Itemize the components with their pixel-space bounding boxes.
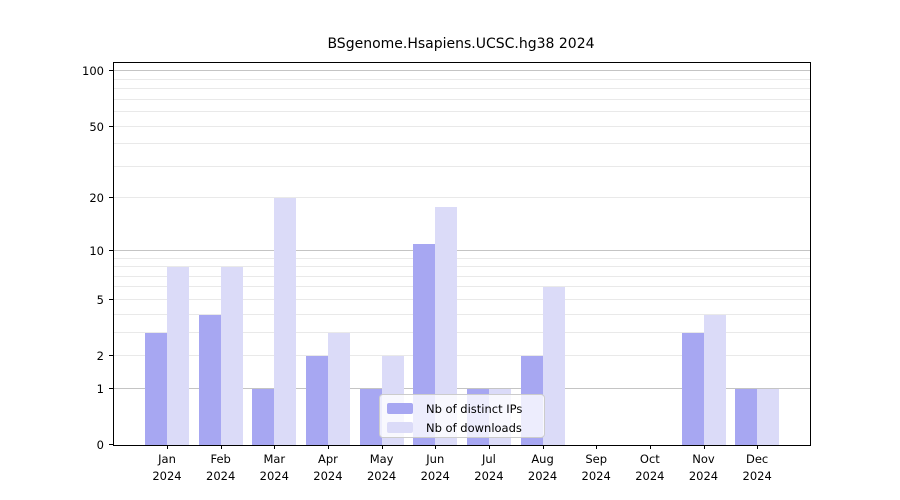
legend: Nb of distinct IPs Nb of downloads (379, 394, 545, 438)
plot-area: Nb of distinct IPs Nb of downloads 0 1 2 5 1… (82, 62, 811, 483)
y-tick-100 (109, 70, 113, 72)
gridline-90 (114, 78, 810, 80)
x-tick-label-nov: Nov 2024 (688, 452, 719, 483)
x-tick-label-feb: Feb 2024 (206, 452, 236, 483)
bar-downloads-dec (757, 388, 780, 445)
x-tick-label-sep: Sep 2024 (581, 452, 611, 483)
y-tick-label-5: 5 (96, 292, 104, 307)
gridline-9 (114, 257, 810, 259)
x-tick-nov (703, 445, 705, 449)
bar-downloads-mar (274, 198, 297, 445)
gridline-4 (114, 313, 810, 315)
y-tick-2 (109, 355, 113, 357)
x-tick-label-jul: Jul 2024 (474, 452, 504, 483)
gridline-100 (114, 70, 810, 72)
gridline-8 (114, 266, 810, 268)
x-tick-label-jan: Jan 2024 (152, 452, 182, 483)
bar-distinct-ips-jan (145, 332, 167, 445)
gridline-1 (114, 387, 810, 389)
y-tick-label-10: 10 (89, 243, 104, 258)
x-tick-label-aug: Aug 2024 (527, 452, 558, 483)
y-tick-label-50: 50 (89, 119, 104, 134)
gridline-50 (114, 125, 810, 127)
gridline-60 (114, 111, 810, 113)
gridline-20 (114, 197, 810, 199)
x-tick-dec (757, 445, 759, 449)
bar-distinct-ips-dec (735, 388, 758, 445)
y-tick-50 (109, 125, 113, 127)
y-tick-20 (109, 197, 113, 199)
y-tick-label-2: 2 (96, 349, 104, 363)
x-tick-label-dec: Dec 2024 (742, 452, 772, 483)
chart-title: BSgenome.Hsapiens.UCSC.hg38 2024 (327, 36, 595, 52)
bar-distinct-ips-apr (305, 356, 328, 445)
gridline-6 (114, 286, 810, 288)
y-tick-label-0: 0 (96, 438, 104, 452)
y-tick-0 (109, 444, 113, 445)
y-tick-label-100: 100 (82, 64, 104, 79)
legend-swatch-downloads (387, 422, 413, 433)
x-tick-label-jun: Jun 2024 (420, 452, 450, 483)
y-tick-10 (109, 249, 113, 251)
x-tick-may (381, 445, 383, 449)
bar-distinct-ips-mar (252, 388, 275, 445)
legend-label-distinct-ips: Nb of distinct IPs (426, 401, 523, 416)
gridline-10 (114, 249, 810, 251)
gridline-70 (114, 98, 810, 100)
bar-downloads-jun (435, 206, 458, 445)
gridline-40 (114, 143, 810, 145)
x-tick-jan (167, 445, 168, 449)
bar-downloads-aug (542, 287, 565, 445)
legend-item-distinct-ips: Nb of distinct IPs (380, 399, 544, 418)
bar-distinct-ips-nov (681, 332, 704, 445)
x-tick-label-mar: Mar 2024 (259, 452, 289, 483)
legend-swatch-distinct-ips (387, 403, 413, 414)
x-tick-oct (649, 445, 651, 449)
gridline-80 (114, 88, 810, 90)
x-tick-label-apr: Apr 2024 (313, 452, 343, 483)
bar-downloads-nov (703, 314, 726, 445)
gridline-2 (114, 355, 810, 357)
x-tick-aug (542, 445, 544, 449)
y-tick-label-20: 20 (89, 191, 104, 206)
gridline-3 (114, 331, 810, 333)
bar-downloads-apr (327, 332, 350, 445)
gridline-7 (114, 275, 810, 277)
y-tick-1 (109, 387, 113, 389)
gridline-5 (114, 298, 810, 300)
x-tick-apr (327, 445, 329, 449)
bar-distinct-ips-feb (198, 314, 221, 445)
x-tick-mar (274, 445, 276, 449)
y-tick-5 (109, 298, 113, 300)
legend-item-downloads: Nb of downloads (380, 418, 544, 437)
x-tick-feb (220, 445, 222, 449)
x-tick-sep (596, 445, 598, 449)
x-tick-label-oct: Oct 2024 (635, 452, 665, 483)
bar-distinct-ips-may (359, 388, 382, 445)
x-tick-jul (488, 445, 490, 449)
bar-downloads-feb (220, 267, 243, 445)
gridline-30 (114, 165, 810, 167)
legend-label-downloads: Nb of downloads (426, 420, 522, 435)
x-tick-label-may: May 2024 (366, 452, 397, 483)
bar-downloads-jan (167, 267, 189, 445)
x-tick-jun (435, 445, 437, 449)
y-tick-label-1: 1 (96, 381, 104, 396)
